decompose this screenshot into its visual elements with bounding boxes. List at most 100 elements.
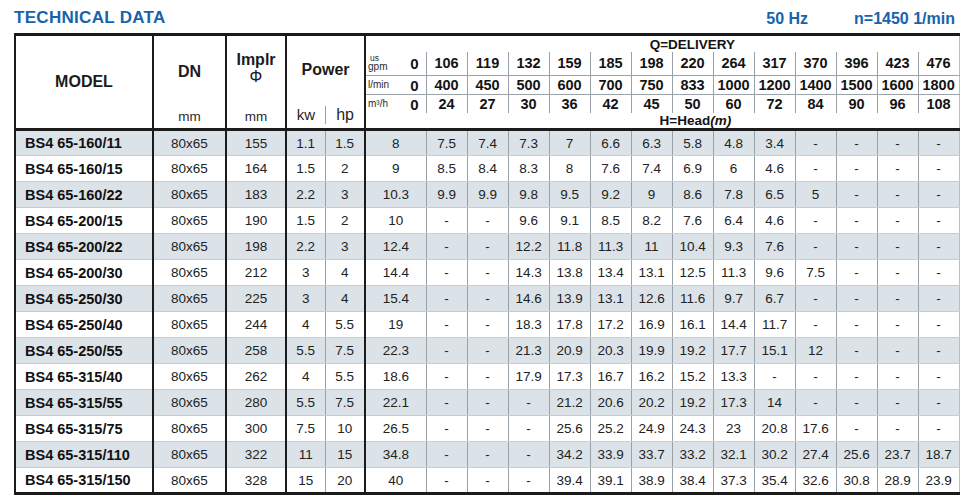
head-value-cell: -: [467, 338, 508, 364]
q-delivery-value: 500: [508, 76, 549, 95]
head-value-cell: 6.3: [631, 130, 672, 156]
model-cell: BS4 65-315/40: [15, 364, 153, 390]
hp-cell: 10: [325, 416, 365, 442]
q-zero-value: 0: [410, 77, 418, 94]
impeller-unit-label: mm: [245, 109, 268, 124]
table-row: BS4 65-315/7580x653007.51026.5---25.625.…: [15, 416, 959, 442]
head-value-cell: 7.4: [631, 156, 672, 182]
model-cell: BS4 65-315/150: [15, 468, 153, 494]
q-delivery-value: 60: [713, 95, 754, 113]
head-value-cell: 7.6: [754, 234, 795, 260]
kw-cell: 15: [286, 468, 325, 494]
head-value-cell: 7: [549, 130, 590, 156]
head-value-cell: 40: [365, 468, 426, 494]
dn-cell: 80x65: [153, 468, 226, 494]
q-delivery-value: 27: [467, 95, 508, 113]
kw-cell: 1.1: [286, 130, 325, 156]
head-value-cell: 8.5: [426, 156, 467, 182]
head-value-cell: 8: [549, 156, 590, 182]
frequency-label: 50 Hz: [766, 10, 808, 28]
head-value-cell: 14.3: [508, 260, 549, 286]
impeller-diameter-symbol: Φ: [236, 68, 275, 85]
head-value-cell: 22.1: [365, 390, 426, 416]
table-row: BS4 65-200/3080x652123414.4--14.313.813.…: [15, 260, 959, 286]
head-value-cell: 25.6: [549, 416, 590, 442]
head-value-cell: -: [426, 468, 467, 494]
head-value-cell: 25.6: [836, 442, 877, 468]
q-delivery-value: 50: [672, 95, 713, 113]
head-value-cell: 16.9: [631, 312, 672, 338]
head-value-cell: 10: [365, 208, 426, 234]
head-value-cell: 11.3: [590, 234, 631, 260]
impeller-header-label: Implr: [236, 51, 275, 68]
head-value-cell: 17.8: [549, 312, 590, 338]
page-title: TECHNICAL DATA: [14, 8, 166, 28]
power-header-label: Power: [302, 61, 350, 79]
head-value-cell: -: [467, 442, 508, 468]
dn-cell: 80x65: [153, 130, 226, 156]
model-cell: BS4 65-315/55: [15, 390, 153, 416]
head-value-cell: 8.5: [590, 208, 631, 234]
head-value-cell: -: [467, 390, 508, 416]
head-value-cell: -: [795, 312, 836, 338]
q-delivery-value: 1500: [836, 76, 877, 95]
head-value-cell: -: [508, 468, 549, 494]
spec-labels: 50 Hz n=1450 1/min: [766, 10, 957, 28]
kw-cell: 3: [286, 260, 325, 286]
head-value-cell: -: [426, 364, 467, 390]
impeller-cell: 225: [226, 286, 286, 312]
model-cell: BS4 65-160/22: [15, 182, 153, 208]
dn-header-label: DN: [178, 63, 201, 81]
head-value-cell: -: [877, 208, 918, 234]
table-row: BS4 65-315/11080x65322111534.8---34.233.…: [15, 442, 959, 468]
head-value-cell: -: [877, 338, 918, 364]
table-row: BS4 65-160/1580x651641.5298.58.48.387.67…: [15, 156, 959, 182]
head-value-cell: -: [467, 364, 508, 390]
model-cell: BS4 65-200/22: [15, 234, 153, 260]
head-value-cell: 9.2: [590, 182, 631, 208]
head-value-cell: 16.7: [590, 364, 631, 390]
head-value-cell: 19.9: [631, 338, 672, 364]
q-delivery-value: 400: [426, 76, 467, 95]
head-value-cell: 28.9: [877, 468, 918, 494]
power-kw-label: kw: [287, 106, 325, 123]
head-value-cell: 30.2: [754, 442, 795, 468]
head-value-cell: 12.2: [508, 234, 549, 260]
kw-cell: 1.5: [286, 208, 325, 234]
head-value-cell: 9.8: [508, 182, 549, 208]
impeller-cell: 155: [226, 130, 286, 156]
head-value-cell: 20.6: [590, 390, 631, 416]
head-value-cell: 17.3: [713, 390, 754, 416]
dn-cell: 80x65: [153, 260, 226, 286]
head-value-cell: 15.4: [365, 286, 426, 312]
kw-cell: 11: [286, 442, 325, 468]
head-value-cell: -: [877, 364, 918, 390]
head-value-cell: 33.2: [672, 442, 713, 468]
head-value-cell: -: [836, 234, 877, 260]
head-value-cell: 12.6: [631, 286, 672, 312]
impeller-cell: 212: [226, 260, 286, 286]
head-value-cell: 39.1: [590, 468, 631, 494]
q-delivery-value: 1800: [918, 76, 959, 95]
head-value-cell: -: [467, 312, 508, 338]
head-value-cell: 6.6: [590, 130, 631, 156]
head-value-cell: 5.8: [672, 130, 713, 156]
head-value-cell: -: [877, 260, 918, 286]
dn-column-header: DN mm: [153, 35, 226, 130]
kw-cell: 4: [286, 312, 325, 338]
impeller-cell: 244: [226, 312, 286, 338]
q-zero-cell: l/min0: [365, 76, 426, 95]
kw-cell: 5.5: [286, 338, 325, 364]
dn-cell: 80x65: [153, 442, 226, 468]
head-value-cell: 30.8: [836, 468, 877, 494]
q-delivery-value: 108: [918, 95, 959, 113]
head-value-cell: 27.4: [795, 442, 836, 468]
head-value-cell: 9.3: [713, 234, 754, 260]
head-value-cell: 13.8: [549, 260, 590, 286]
head-value-cell: -: [426, 234, 467, 260]
table-row: BS4 65-160/2280x651832.2310.39.99.99.89.…: [15, 182, 959, 208]
q-delivery-value: 396: [836, 52, 877, 76]
impeller-cell: 183: [226, 182, 286, 208]
h-head-label: H=Head(m): [365, 113, 959, 130]
head-value-cell: 7.5: [795, 260, 836, 286]
